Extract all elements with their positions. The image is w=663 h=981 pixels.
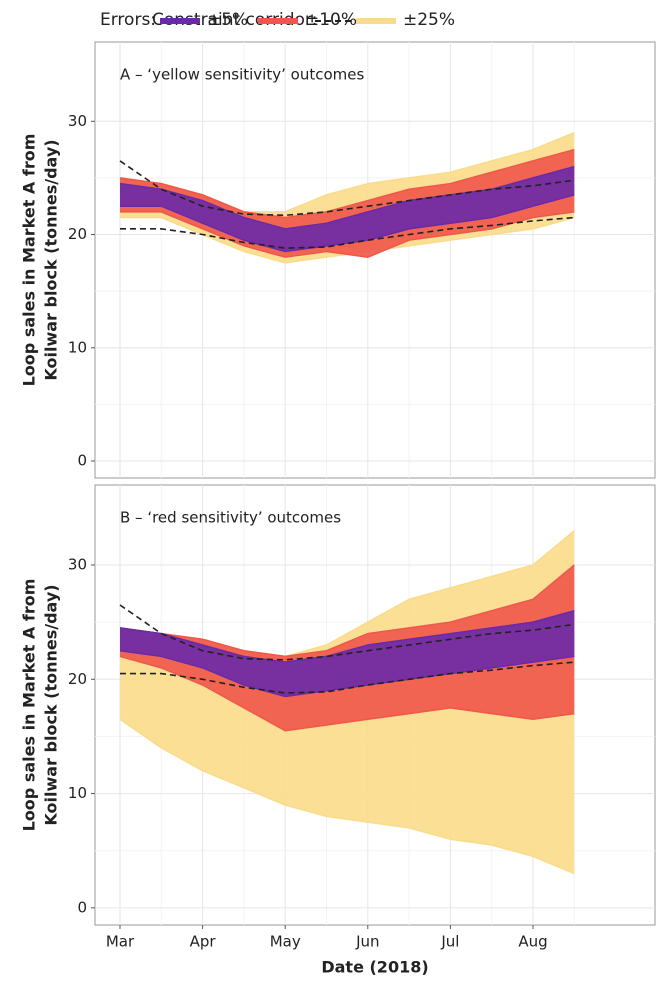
y-tick-label: 10 [68,784,87,802]
y-tick-label: 20 [68,225,87,243]
legend-label: ±5% [207,10,248,30]
legend-title: Errors: [100,10,156,30]
band-edge [119,718,575,875]
panel-title: B – ‘red sensitivity’ outcomes [120,509,341,527]
corridor-line [119,604,575,661]
legend-label: Constraint corridor: [152,10,317,30]
y-tick-label: 10 [68,338,87,356]
y-tick-label: 30 [68,556,87,574]
band-edge [119,649,575,698]
corridor-line [119,160,575,217]
band-edge [119,564,575,658]
legend-label: ±10% [305,10,357,30]
y-tick-label: 20 [68,670,87,688]
x-axis-label: Date (2018) [321,958,428,977]
band-fill [120,166,575,252]
legend-label: ±25% [403,10,455,30]
corridor-line [120,216,575,249]
x-tick-label: Jul [440,933,459,951]
panel [94,41,656,479]
band-edge [119,165,575,230]
x-tick-label: Jun [355,933,379,951]
band-fill [120,565,575,731]
x-tick-label: May [270,933,301,951]
x-tick-label: Apr [190,933,217,951]
band-edge [119,148,575,219]
panel-title: A – ‘yellow sensitivity’ outcomes [120,66,364,84]
y-tick-label: 0 [77,898,87,916]
band-edge [119,609,575,663]
y-tick-label: 30 [68,112,87,130]
x-tick-label: Aug [518,933,547,951]
band-edge [119,655,575,732]
y-tick-label: 0 [77,452,87,470]
band-edge [120,194,575,253]
y-axis-label: Loop sales in Market A from [20,134,39,387]
y-axis-label: Koilwar block (tonnes/day) [42,139,61,380]
y-axis-label: Loop sales in Market A from [20,579,39,832]
y-axis-label: Koilwar block (tonnes/day) [42,584,61,825]
band-edge [120,211,575,258]
corridor-line [120,661,575,694]
x-tick-label: Mar [106,933,135,951]
